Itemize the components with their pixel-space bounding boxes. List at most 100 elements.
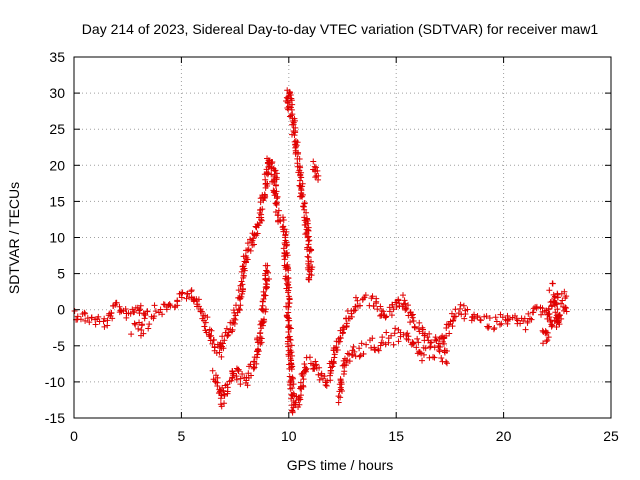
data-point-marker xyxy=(228,377,235,384)
data-point-marker xyxy=(220,345,227,352)
data-point-marker xyxy=(77,316,84,323)
data-point-marker xyxy=(546,287,553,294)
data-point-marker xyxy=(218,353,225,360)
data-point-marker xyxy=(224,390,231,397)
data-point-marker xyxy=(380,340,387,347)
data-point-marker xyxy=(285,267,292,274)
data-point-marker xyxy=(496,321,503,328)
data-point-marker xyxy=(104,317,111,324)
data-point-marker xyxy=(309,264,316,271)
data-point-marker xyxy=(286,317,293,324)
data-point-marker xyxy=(139,321,146,328)
data-point-marker xyxy=(411,324,418,331)
data-point-marker xyxy=(157,306,164,313)
data-point-marker xyxy=(286,373,293,380)
data-point-marker xyxy=(305,241,312,248)
data-point-marker xyxy=(356,353,363,360)
data-point-marker xyxy=(285,289,292,296)
data-point-marker xyxy=(279,214,286,221)
data-point-marker xyxy=(431,354,438,361)
data-point-marker xyxy=(346,358,353,365)
data-point-marker xyxy=(229,375,236,382)
y-tick-label: 30 xyxy=(49,85,65,101)
data-point-marker xyxy=(301,221,308,228)
data-point-marker xyxy=(441,347,448,354)
data-point-marker xyxy=(420,351,427,358)
data-point-marker xyxy=(137,306,144,313)
data-point-marker xyxy=(275,207,282,214)
data-point-marker xyxy=(285,309,292,316)
data-point-marker xyxy=(435,343,442,350)
data-point-marker xyxy=(383,329,390,336)
data-point-marker xyxy=(306,354,313,361)
data-point-marker xyxy=(247,361,254,368)
data-point-marker xyxy=(339,324,346,331)
data-point-marker xyxy=(108,310,115,317)
data-point-marker xyxy=(337,386,344,393)
data-point-marker xyxy=(312,174,319,181)
data-point-marker xyxy=(233,376,240,383)
data-point-marker xyxy=(552,309,559,316)
data-point-marker xyxy=(238,268,245,275)
data-point-marker xyxy=(300,383,307,390)
data-point-marker xyxy=(207,337,214,344)
data-point-marker xyxy=(305,260,312,267)
data-point-marker xyxy=(549,280,556,287)
data-point-marker xyxy=(265,276,272,283)
data-point-marker xyxy=(391,330,398,337)
data-point-marker xyxy=(430,354,437,361)
data-point-marker xyxy=(554,294,561,301)
data-point-marker xyxy=(195,296,202,303)
data-point-marker xyxy=(104,322,111,329)
data-point-marker xyxy=(280,228,287,235)
y-axis-label: SDTVAR / TECUs xyxy=(6,182,22,294)
data-point-marker xyxy=(499,314,506,321)
data-point-marker xyxy=(249,242,256,249)
data-point-marker xyxy=(426,330,433,337)
data-point-marker xyxy=(383,313,390,320)
data-point-marker xyxy=(216,388,223,395)
data-point-marker xyxy=(339,388,346,395)
data-point-marker xyxy=(280,245,287,252)
data-point-marker xyxy=(231,320,238,327)
data-point-marker xyxy=(305,276,312,283)
data-point-marker xyxy=(314,167,321,174)
data-point-marker xyxy=(303,209,310,216)
data-point-marker xyxy=(313,172,320,179)
data-point-marker xyxy=(135,325,142,332)
data-point-marker xyxy=(152,308,159,315)
data-point-marker xyxy=(268,160,275,167)
x-tick-label: 0 xyxy=(70,428,78,444)
data-point-marker xyxy=(289,408,296,415)
data-point-marker xyxy=(415,325,422,332)
data-point-marker xyxy=(239,281,246,288)
data-point-marker xyxy=(144,308,151,315)
data-point-marker xyxy=(292,399,299,406)
data-point-marker xyxy=(545,305,552,312)
data-point-marker xyxy=(335,399,342,406)
data-point-marker xyxy=(324,377,331,384)
data-point-marker xyxy=(299,193,306,200)
data-point-marker xyxy=(388,332,395,339)
data-point-marker xyxy=(441,340,448,347)
data-point-marker xyxy=(448,310,455,317)
data-point-marker xyxy=(443,324,450,331)
y-tick-label: 20 xyxy=(49,157,65,173)
data-point-marker xyxy=(369,335,376,342)
data-point-marker xyxy=(446,330,453,337)
data-point-marker xyxy=(237,375,244,382)
data-point-marker xyxy=(247,247,254,254)
data-point-marker xyxy=(449,317,456,324)
data-point-marker xyxy=(477,316,484,323)
y-tick-label: 35 xyxy=(49,49,65,65)
data-point-marker xyxy=(382,314,389,321)
data-point-marker xyxy=(311,163,318,170)
data-point-marker xyxy=(419,357,426,364)
data-point-marker xyxy=(236,307,243,314)
data-point-marker xyxy=(163,306,170,313)
data-point-marker xyxy=(346,351,353,358)
data-point-marker xyxy=(352,294,359,301)
data-point-marker xyxy=(274,193,281,200)
data-point-marker xyxy=(273,181,280,188)
